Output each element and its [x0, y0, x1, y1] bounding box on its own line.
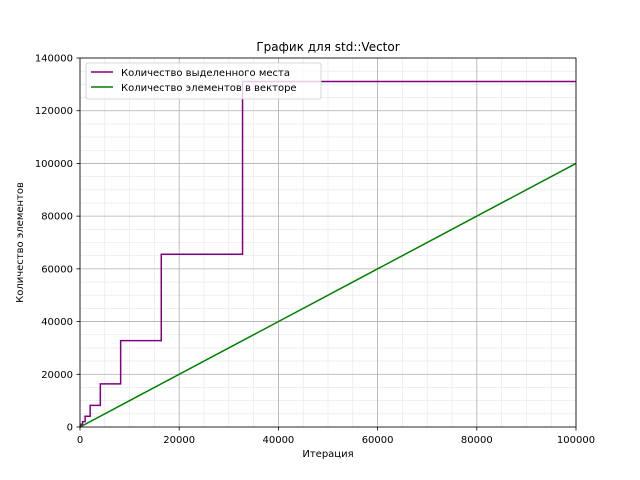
- y-tick-label: 40000: [41, 317, 73, 328]
- x-tick-label: 20000: [163, 435, 195, 446]
- legend: Количество выделенного места Количество …: [85, 62, 322, 100]
- ticks-layer: 0 20000 40000 60000 80000 100000 0 20000 40000 60…: [35, 54, 595, 447]
- x-tick-label: 0: [77, 435, 83, 446]
- minor-grid: [79, 57, 577, 428]
- legend-box: [85, 62, 322, 100]
- y-tick-label: 60000: [41, 264, 73, 275]
- y-tick-label: 80000: [41, 212, 73, 223]
- legend-label-elements: Количество элементов в векторе: [121, 83, 297, 94]
- y-axis-label: Количество элементов: [15, 182, 26, 303]
- y-tick-label: 120000: [35, 106, 73, 117]
- plot-frame: [79, 57, 577, 428]
- x-tick-label: 40000: [262, 435, 294, 446]
- y-tick-label: 0: [67, 423, 73, 434]
- x-tick-label: 100000: [557, 435, 595, 446]
- x-tick-label: 80000: [461, 435, 493, 446]
- y-tick-label: 20000: [41, 370, 73, 381]
- legend-label-allocated: Количество выделенного места: [121, 68, 290, 79]
- y-tick-label: 140000: [35, 54, 73, 65]
- x-axis-label: Итерация: [302, 449, 353, 460]
- y-tick-label: 100000: [35, 159, 73, 170]
- series-elements-line: [79, 162, 577, 428]
- chart-title: График для std::Vector: [256, 40, 399, 54]
- x-tick-label: 60000: [362, 435, 394, 446]
